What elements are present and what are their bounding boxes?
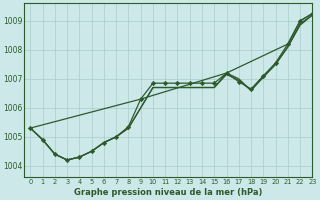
X-axis label: Graphe pression niveau de la mer (hPa): Graphe pression niveau de la mer (hPa) <box>74 188 262 197</box>
